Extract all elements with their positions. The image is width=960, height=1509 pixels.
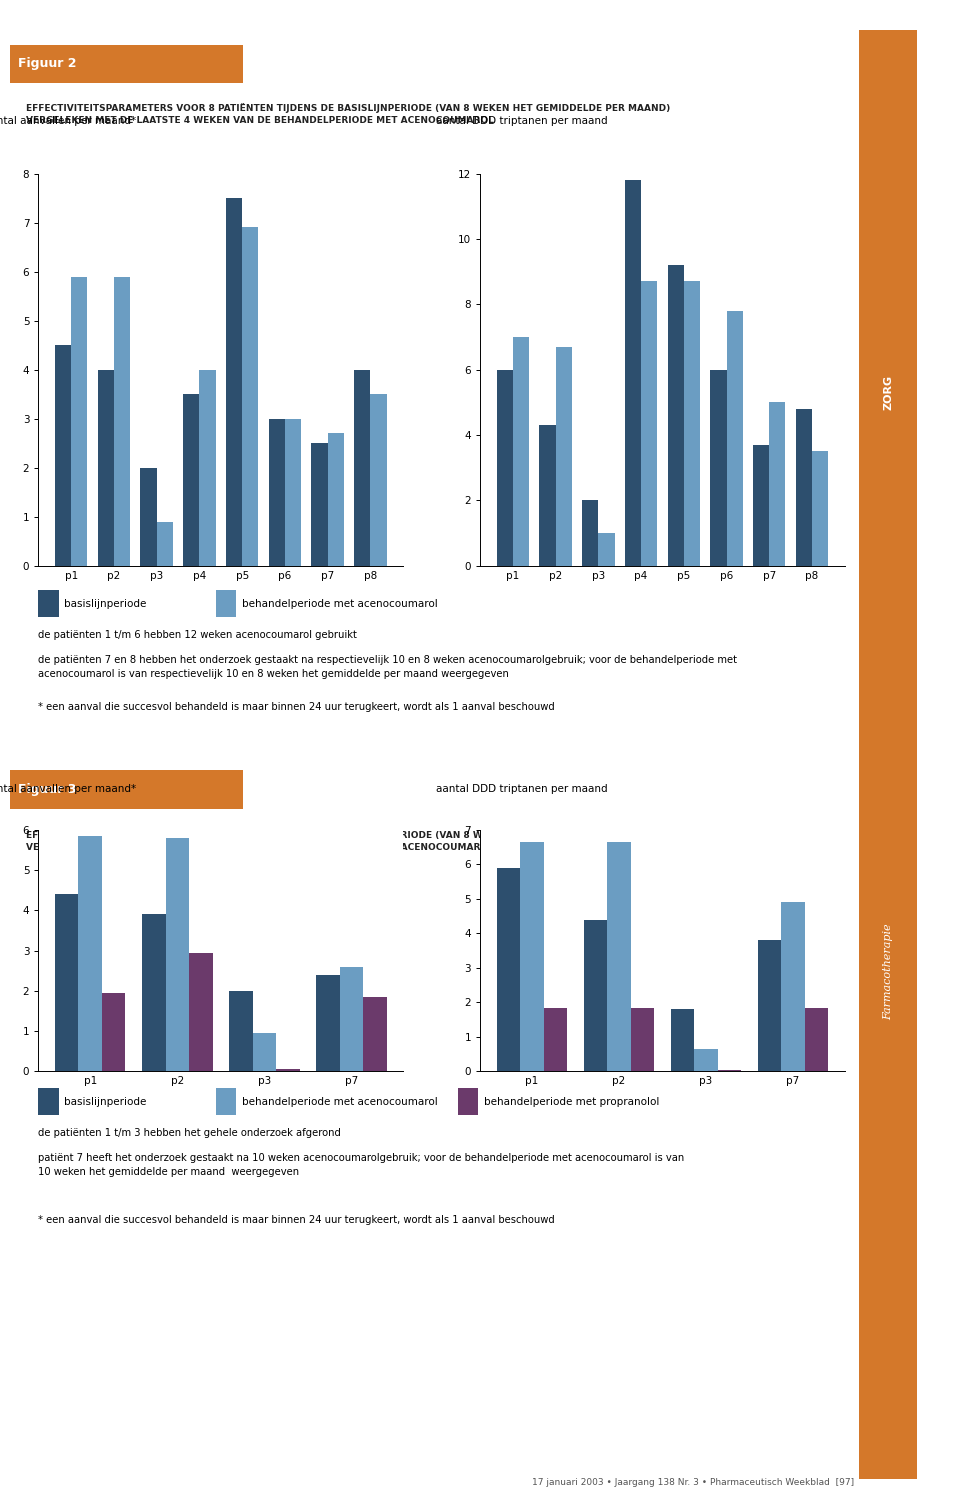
- Bar: [183, 394, 200, 566]
- Bar: [753, 445, 769, 566]
- Text: aantal DDD triptanen per maand: aantal DDD triptanen per maand: [436, 783, 608, 794]
- Bar: [98, 370, 114, 566]
- Text: 17 januari 2003 • Jaargang 138 Nr. 3 • Pharmaceutisch Weekblad  [97]: 17 januari 2003 • Jaargang 138 Nr. 3 • P…: [532, 1479, 854, 1486]
- Bar: [10, 770, 244, 809]
- Text: basislijnperiode: basislijnperiode: [64, 1097, 147, 1106]
- Text: ZORG: ZORG: [883, 374, 893, 410]
- Bar: [316, 975, 340, 1071]
- Bar: [631, 1008, 654, 1071]
- Bar: [607, 842, 631, 1071]
- Text: de patiënten 1 t/m 3 hebben het gehele onderzoek afgerond: de patiënten 1 t/m 3 hebben het gehele o…: [38, 1129, 341, 1138]
- Bar: [216, 590, 236, 617]
- Bar: [285, 418, 301, 566]
- Text: behandelperiode met acenocoumarol: behandelperiode met acenocoumarol: [242, 599, 438, 608]
- Bar: [684, 281, 700, 566]
- Bar: [757, 940, 781, 1071]
- Text: aantal DDD triptanen per maand: aantal DDD triptanen per maand: [436, 116, 608, 127]
- Bar: [229, 991, 252, 1071]
- Bar: [520, 842, 543, 1071]
- Bar: [276, 1068, 300, 1071]
- Text: de patiënten 7 en 8 hebben het onderzoek gestaakt na respectievelijk 10 en 8 wek: de patiënten 7 en 8 hebben het onderzoek…: [38, 655, 737, 679]
- Text: Figuur 2: Figuur 2: [18, 57, 77, 71]
- Bar: [718, 1070, 741, 1071]
- Bar: [311, 444, 327, 566]
- Bar: [38, 590, 59, 617]
- Bar: [140, 468, 156, 566]
- Bar: [354, 370, 371, 566]
- Text: * een aanval die succesvol behandeld is maar binnen 24 uur terugkeert, wordt als: * een aanval die succesvol behandeld is …: [38, 702, 555, 712]
- Bar: [543, 1008, 567, 1071]
- Bar: [55, 895, 79, 1071]
- Bar: [242, 228, 258, 566]
- Bar: [769, 403, 785, 566]
- Bar: [165, 837, 189, 1071]
- Bar: [598, 533, 614, 566]
- Bar: [540, 426, 556, 566]
- Bar: [340, 967, 363, 1071]
- Bar: [513, 337, 529, 566]
- Bar: [556, 347, 572, 566]
- Bar: [804, 1008, 828, 1071]
- Bar: [710, 370, 727, 566]
- Bar: [71, 276, 87, 566]
- Bar: [156, 522, 173, 566]
- Bar: [812, 451, 828, 566]
- Bar: [694, 1049, 718, 1071]
- Bar: [79, 836, 102, 1071]
- Text: aantal aanvallen per maand*: aantal aanvallen per maand*: [0, 116, 135, 127]
- Bar: [142, 914, 165, 1071]
- Bar: [200, 370, 216, 566]
- Text: patiënt 7 heeft het onderzoek gestaakt na 10 weken acenocoumarolgebruik; voor de: patiënt 7 heeft het onderzoek gestaakt n…: [38, 1153, 684, 1177]
- Bar: [371, 394, 387, 566]
- Text: behandelperiode met acenocoumarol: behandelperiode met acenocoumarol: [242, 1097, 438, 1106]
- Bar: [671, 1010, 694, 1071]
- Text: aantal aanvallen per maand*: aantal aanvallen per maand*: [0, 783, 135, 794]
- Bar: [102, 993, 126, 1071]
- Bar: [269, 418, 285, 566]
- Bar: [226, 198, 242, 566]
- Bar: [584, 919, 607, 1071]
- Bar: [641, 281, 658, 566]
- Bar: [189, 952, 212, 1071]
- Bar: [55, 346, 71, 566]
- Text: behandelperiode met propranolol: behandelperiode met propranolol: [484, 1097, 659, 1106]
- Bar: [38, 1088, 59, 1115]
- Bar: [796, 409, 812, 566]
- Text: Figuur 3: Figuur 3: [18, 783, 77, 795]
- Bar: [216, 1088, 236, 1115]
- Bar: [781, 902, 804, 1071]
- Text: basislijnperiode: basislijnperiode: [64, 599, 147, 608]
- Bar: [363, 997, 387, 1071]
- Text: Farmacotherapie: Farmacotherapie: [883, 924, 893, 1020]
- Text: de patiënten 1 t/m 6 hebben 12 weken acenocoumarol gebruikt: de patiënten 1 t/m 6 hebben 12 weken ace…: [38, 631, 357, 640]
- Bar: [10, 45, 244, 83]
- Bar: [252, 1034, 276, 1071]
- Bar: [458, 1088, 478, 1115]
- Bar: [667, 266, 684, 566]
- Text: EFFECTIVITEITSPARAMETERS VOOR 8 PATIËNTEN TIJDENS DE BASISLIJNPERIODE (VAN 8 WEK: EFFECTIVITEITSPARAMETERS VOOR 8 PATIËNTE…: [26, 103, 670, 125]
- Bar: [496, 370, 513, 566]
- Bar: [327, 433, 344, 566]
- Text: * een aanval die succesvol behandeld is maar binnen 24 uur terugkeert, wordt als: * een aanval die succesvol behandeld is …: [38, 1216, 555, 1225]
- Bar: [625, 180, 641, 566]
- Bar: [582, 501, 598, 566]
- Bar: [114, 276, 131, 566]
- Bar: [496, 868, 520, 1071]
- Bar: [727, 311, 743, 566]
- Text: EFFECTIVITEITSPARAMETERS VOOR 4 PATIËNTEN TIJDENS DE BASISLIJNPERIODE (VAN 8 WEK: EFFECTIVITEITSPARAMETERS VOOR 4 PATIËNTE…: [26, 830, 671, 851]
